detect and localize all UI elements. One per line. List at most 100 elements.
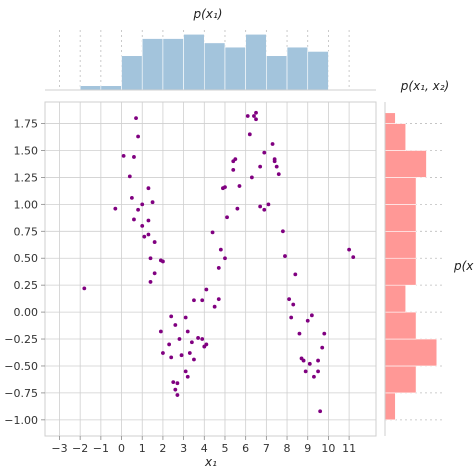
data-point <box>192 298 196 302</box>
x-tick-label: 6 <box>242 442 249 455</box>
data-point <box>298 332 302 336</box>
marginal-y-title: p(x₁, x₂) <box>400 79 449 93</box>
data-point <box>271 142 275 146</box>
data-point <box>289 316 293 320</box>
data-point <box>147 219 151 223</box>
y-tick-label: 1.00 <box>14 198 39 211</box>
marginal-y-bar <box>385 150 426 177</box>
data-point <box>283 254 287 258</box>
marginal-y-bar <box>385 393 395 420</box>
x-tick-label: 8 <box>284 442 291 455</box>
x-tick-label: 9 <box>304 442 311 455</box>
marginal-x-bar <box>287 47 308 90</box>
data-point <box>217 297 221 301</box>
data-point <box>178 337 182 341</box>
data-point <box>161 351 165 355</box>
data-point <box>169 355 173 359</box>
data-point <box>153 271 157 275</box>
data-point <box>200 337 204 341</box>
data-point <box>136 208 140 212</box>
marginal-y-bar <box>385 285 406 312</box>
data-point <box>173 388 177 392</box>
y-tick-label: −0.50 <box>4 360 38 373</box>
marginal-y-histogram: p(x₁, x₂) <box>385 79 449 436</box>
data-point <box>235 207 239 211</box>
x-tick-label: 11 <box>342 442 356 455</box>
data-point <box>188 351 192 355</box>
data-point <box>250 176 254 180</box>
data-point <box>252 114 256 118</box>
data-point <box>190 340 194 344</box>
data-point <box>258 205 262 209</box>
side-label: p(x <box>453 259 474 273</box>
data-point <box>151 200 155 204</box>
y-tick-label: 0.00 <box>14 306 39 319</box>
scatter-grid <box>45 102 376 436</box>
data-point <box>149 280 153 284</box>
data-point <box>186 375 190 379</box>
x-tick-label: −1 <box>93 442 109 455</box>
data-point <box>180 353 184 357</box>
data-point <box>223 185 227 189</box>
data-point <box>82 286 86 290</box>
marginal-x-bar <box>246 34 267 90</box>
data-point <box>223 256 227 260</box>
data-point <box>113 207 117 211</box>
marginal-y-bar <box>385 258 416 285</box>
data-point <box>308 362 312 366</box>
y-tick-label: 0.50 <box>14 252 39 265</box>
marginal-x-bar <box>266 56 287 90</box>
data-point <box>171 380 175 384</box>
marginal-y-bars <box>385 113 437 420</box>
marginal-y-bar <box>385 312 416 339</box>
data-point <box>136 135 140 139</box>
data-point <box>302 359 306 363</box>
data-point <box>134 116 138 120</box>
marginal-x-bar <box>80 86 101 90</box>
marginal-x-bar <box>184 34 205 90</box>
data-point <box>130 196 134 200</box>
x-tick-label: 10 <box>321 442 335 455</box>
data-point <box>217 266 221 270</box>
marginal-x-title: p(x₁) <box>193 7 223 21</box>
data-point <box>291 303 295 307</box>
marginal-y-bar <box>385 366 416 393</box>
data-point <box>304 369 308 373</box>
data-point <box>254 111 258 115</box>
data-point <box>275 165 279 169</box>
data-point <box>167 343 171 347</box>
data-point <box>248 132 252 136</box>
data-point <box>306 319 310 323</box>
data-point <box>173 323 177 327</box>
data-point <box>322 332 326 336</box>
x-tick-label: 7 <box>263 442 270 455</box>
x-tick-label: −2 <box>72 442 88 455</box>
data-point <box>200 298 204 302</box>
data-point <box>231 168 235 172</box>
data-point <box>320 346 324 350</box>
data-point <box>312 375 316 379</box>
data-point <box>132 155 136 159</box>
data-point <box>246 114 250 118</box>
data-point <box>204 288 208 292</box>
scatter-plot: −3 −2 −1 0 1 2 3 4 5 6 7 8 9 10 11 −1.00−0.75−0.50−0.2… <box>4 102 376 469</box>
data-point <box>147 186 151 190</box>
data-point <box>196 336 200 340</box>
data-point <box>318 409 322 413</box>
x-axis-ticks: −3 −2 −1 0 1 2 3 4 5 6 7 8 9 10 11 <box>51 436 356 455</box>
data-point <box>153 240 157 244</box>
y-axis-ticks: −1.00 −0.75 −0.50 −0.25 0.00 0.25 0.50 0.75 1.00… <box>4 118 45 427</box>
data-point <box>347 248 351 252</box>
data-point <box>184 369 188 373</box>
data-point <box>287 297 291 301</box>
x-tick-label: −3 <box>51 442 67 455</box>
data-point <box>310 313 314 317</box>
data-point <box>351 255 355 259</box>
data-point <box>258 165 262 169</box>
data-point <box>267 202 271 206</box>
marginal-x-bar <box>142 39 163 90</box>
data-point <box>225 215 229 219</box>
data-point <box>293 272 297 276</box>
data-point <box>140 202 144 206</box>
marginal-y-bar <box>385 339 437 366</box>
